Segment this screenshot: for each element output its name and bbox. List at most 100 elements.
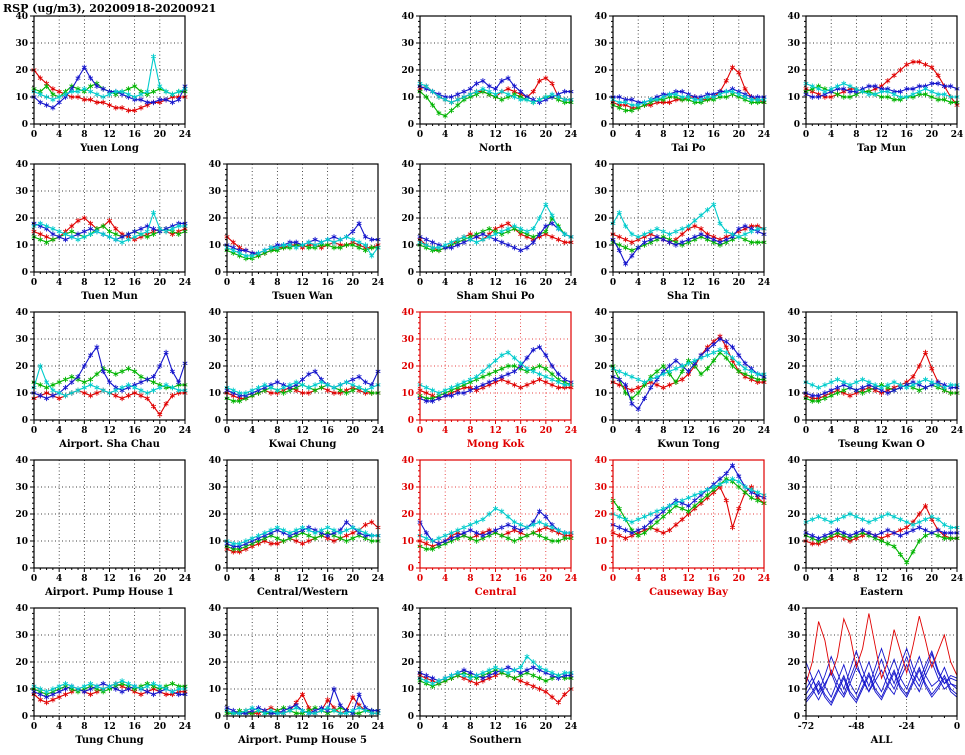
x-tick-label: 12 — [489, 278, 502, 288]
y-tick-label: 20 — [401, 658, 414, 668]
x-tick-label: 16 — [514, 722, 527, 732]
x-tick-label: 16 — [321, 426, 334, 436]
y-tick-label: 30 — [208, 631, 221, 641]
x-tick-label: 4 — [249, 722, 255, 732]
y-tick-label: 30 — [15, 631, 28, 641]
x-tick-label: 20 — [540, 278, 553, 288]
x-tick-label: 20 — [540, 722, 553, 732]
x-tick-label: 4 — [249, 426, 255, 436]
x-tick-label: 20 — [926, 130, 939, 140]
y-tick-label: 40 — [401, 604, 414, 614]
x-tick-label: 12 — [489, 722, 502, 732]
x-tick-label: 20 — [540, 130, 553, 140]
x-tick-label: 24 — [179, 426, 192, 436]
y-tick-label: 0 — [215, 712, 221, 722]
axis-labels: 0 4 8 12 16 20 24 0 10 20 30 40 — [787, 12, 963, 140]
x-tick-label: 20 — [733, 426, 746, 436]
axis-ticks — [802, 15, 958, 128]
x-tick-label: 12 — [296, 278, 309, 288]
series-lines — [224, 368, 381, 404]
x-tick-label: 24 — [179, 574, 192, 584]
chart-airport-pump-house-5: 0 4 8 12 16 20 24 0 10 20 30 40 Airport. Pump House … — [208, 604, 384, 746]
x-tick-label: 16 — [514, 574, 527, 584]
chart-eastern: 0 4 8 12 16 20 24 0 10 20 30 40 Eastern — [787, 456, 963, 598]
x-tick-label: 20 — [347, 278, 360, 288]
y-tick-label: 20 — [15, 362, 28, 372]
x-tick-label: 8 — [81, 574, 87, 584]
gridlines — [613, 164, 764, 272]
y-tick-label: 30 — [594, 39, 607, 49]
chart-yuen-long: 0 4 8 12 16 20 24 0 10 20 30 40 Yuen Long — [15, 12, 191, 154]
x-tick-label: 4 — [249, 278, 255, 288]
series-lines — [224, 519, 381, 555]
y-tick-label: 30 — [401, 483, 414, 493]
x-tick-label: 24 — [565, 278, 578, 288]
y-tick-label: 0 — [215, 416, 221, 426]
y-tick-label: 30 — [787, 483, 800, 493]
y-tick-label: 40 — [15, 160, 28, 170]
x-tick-label: 12 — [489, 426, 502, 436]
gridlines — [227, 460, 378, 568]
series-lines — [610, 201, 767, 267]
x-tick-label: 16 — [128, 426, 141, 436]
series-markers — [31, 678, 188, 695]
x-tick-label: 4 — [442, 278, 448, 288]
chart-tap-mun: 0 4 8 12 16 20 24 0 10 20 30 40 Tap Mun — [787, 12, 963, 154]
y-tick-label: 10 — [401, 685, 414, 695]
x-tick-label: 12 — [103, 130, 116, 140]
x-tick-label: 24 — [565, 722, 578, 732]
x-tick-label: 24 — [372, 574, 385, 584]
series-lines — [417, 344, 574, 404]
x-tick-label: 16 — [321, 574, 334, 584]
y-tick-label: 20 — [208, 214, 221, 224]
series-line — [805, 666, 958, 704]
series-line — [805, 613, 958, 684]
x-tick-label: 4 — [56, 426, 62, 436]
y-tick-label: 0 — [22, 564, 28, 574]
gridlines — [420, 312, 571, 420]
axis-labels: 0 4 8 12 16 20 24 0 10 20 30 40 — [15, 160, 191, 288]
y-tick-label: 20 — [401, 362, 414, 372]
y-tick-label: 30 — [208, 483, 221, 493]
axis-ticks — [223, 459, 379, 572]
y-tick-label: 40 — [594, 160, 607, 170]
y-tick-label: 20 — [208, 362, 221, 372]
series-lines — [610, 462, 767, 541]
x-tick-label: 0 — [417, 278, 423, 288]
station-label: Tsuen Wan — [272, 291, 333, 302]
y-tick-label: 40 — [401, 12, 414, 22]
chart-causeway-bay: 0 4 8 12 16 20 24 0 10 20 30 40 Causeway Bay — [594, 456, 770, 598]
x-tick-label: 24 — [372, 278, 385, 288]
x-tick-label: 12 — [682, 278, 695, 288]
x-tick-label: 12 — [489, 574, 502, 584]
chart-mong-kok: 0 4 8 12 16 20 24 0 10 20 30 40 Mong Kok — [401, 308, 577, 450]
x-tick-label: 20 — [347, 722, 360, 732]
gridlines — [420, 608, 571, 716]
series-lines — [805, 613, 958, 707]
station-label: Tseung Kwan O — [838, 439, 925, 450]
y-tick-label: 10 — [15, 389, 28, 399]
x-tick-label: 20 — [154, 426, 167, 436]
x-tick-label: 8 — [274, 574, 280, 584]
chart-tseung-kwan-o: 0 4 8 12 16 20 24 0 10 20 30 40 Tseung Kwan O — [787, 308, 964, 450]
x-tick-label: 8 — [467, 426, 473, 436]
y-tick-label: 20 — [787, 658, 800, 668]
plot-border — [805, 15, 958, 125]
x-tick-label: 8 — [660, 426, 666, 436]
axis-ticks — [609, 15, 765, 128]
x-tick-label: 0 — [417, 574, 423, 584]
y-tick-label: 0 — [408, 712, 414, 722]
x-tick-label: 24 — [951, 426, 964, 436]
plot-border — [33, 607, 186, 717]
x-tick-label: 24 — [758, 426, 771, 436]
y-tick-label: 10 — [594, 241, 607, 251]
y-tick-label: 10 — [787, 537, 800, 547]
y-tick-label: 40 — [594, 308, 607, 318]
chart-tuen-mun: 0 4 8 12 16 20 24 0 10 20 30 40 Tuen Mun — [15, 160, 191, 302]
y-tick-label: 30 — [15, 39, 28, 49]
chart-kwai-chung: 0 4 8 12 16 20 24 0 10 20 30 40 Kwai Chung — [208, 308, 384, 450]
plot-border — [805, 459, 958, 569]
axis-labels: 0 4 8 12 16 20 24 0 10 20 30 40 — [15, 308, 191, 436]
y-tick-label: 40 — [401, 160, 414, 170]
y-tick-label: 20 — [401, 214, 414, 224]
